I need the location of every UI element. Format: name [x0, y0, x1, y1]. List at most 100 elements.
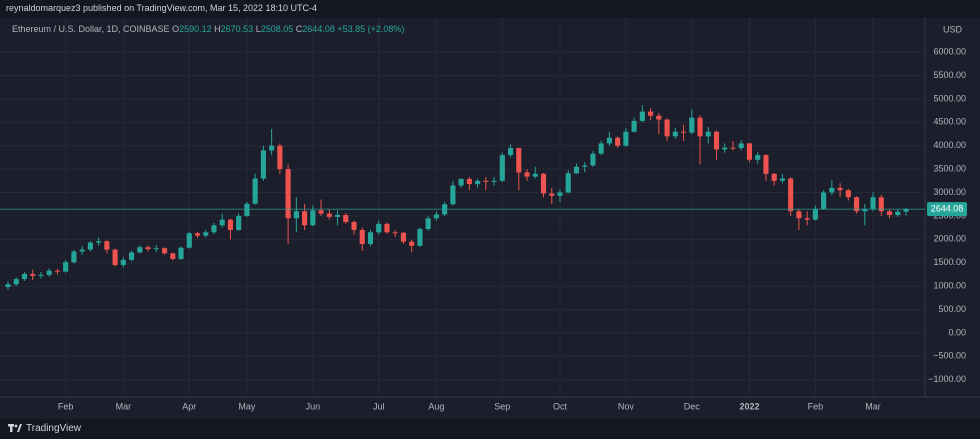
candle-body	[862, 208, 868, 212]
candle-body	[746, 143, 753, 160]
candle-body	[623, 131, 629, 146]
h-value: 2670.53	[220, 24, 254, 34]
candle-body	[351, 222, 357, 230]
candle-body	[96, 241, 102, 243]
candle-body	[46, 270, 52, 275]
x-tick-label: Apr	[182, 401, 196, 411]
y-tick-label: 1500.00	[933, 257, 966, 267]
candle-body	[771, 173, 777, 181]
candle-body	[540, 173, 547, 194]
c-label: C	[295, 24, 303, 34]
candle-body	[565, 173, 571, 193]
candle-body	[376, 223, 382, 233]
candle-body	[334, 214, 341, 217]
candle-body	[63, 262, 69, 272]
candle-body	[837, 187, 843, 191]
candle-body	[252, 178, 258, 204]
y-tick-label: 1000.00	[933, 280, 966, 290]
candle-body	[763, 155, 769, 174]
candle-body	[524, 172, 530, 177]
candle-body	[433, 214, 439, 219]
candle-body	[606, 137, 612, 144]
candle-body	[104, 241, 110, 250]
candle-body	[30, 273, 36, 276]
l-value: 2508.05	[260, 24, 294, 34]
candle-body	[532, 173, 538, 177]
candle-body	[507, 148, 514, 156]
candle-body	[475, 180, 481, 185]
y-tick-label: 3500.00	[933, 164, 966, 174]
candle-body	[260, 150, 266, 179]
x-tick-label: Mar	[865, 401, 881, 411]
candle-body	[5, 284, 11, 288]
candle-body	[573, 166, 580, 174]
candle-body	[656, 115, 662, 120]
x-tick-label: Feb	[808, 401, 824, 411]
y-tick-label: −500.00	[933, 351, 966, 361]
candle-body	[112, 249, 118, 266]
c-value: 2644.08	[302, 24, 335, 34]
candle-body	[812, 208, 818, 220]
candle-body	[425, 218, 431, 230]
candle-body	[681, 131, 687, 133]
last-price-box	[927, 202, 967, 217]
candle-body	[664, 119, 670, 137]
candle-body	[499, 155, 505, 181]
candle-body	[54, 270, 60, 272]
candle-body	[705, 131, 711, 137]
candle-body	[755, 155, 761, 160]
currency-label: USD	[943, 24, 963, 34]
candle-body	[367, 232, 374, 244]
candle-body	[845, 190, 851, 198]
candle-body	[21, 273, 28, 280]
publisher-line: reynaldomarquez3 published on TradingVie…	[6, 3, 318, 13]
candle-body	[13, 279, 19, 285]
candle-body	[829, 187, 835, 193]
candle-body	[310, 210, 316, 226]
candle-body	[293, 211, 299, 219]
y-tick-label: 4000.00	[933, 140, 966, 150]
candle-body	[384, 223, 390, 233]
candle-body	[285, 169, 291, 219]
candle-body	[194, 233, 201, 236]
l-label: L	[255, 24, 261, 34]
change-pct: (+2.08%)	[367, 24, 405, 34]
x-tick-label: Feb	[58, 401, 74, 411]
candle-body	[598, 143, 604, 154]
x-tick-label: Jun	[306, 401, 321, 411]
y-tick-label: 5000.00	[933, 93, 966, 103]
x-tick-label: Aug	[428, 401, 444, 411]
candle-body	[903, 209, 909, 212]
candle-body	[870, 197, 876, 209]
candle-body	[161, 248, 168, 254]
candle-body	[269, 145, 275, 151]
candle-body	[582, 165, 588, 167]
candle-body	[392, 232, 398, 234]
brand: TradingView	[26, 423, 82, 434]
h-label: H	[214, 24, 221, 34]
candle-body	[697, 117, 703, 137]
candle-body	[886, 211, 893, 215]
candle-body	[79, 249, 85, 252]
candle-body	[277, 145, 283, 170]
x-tick-label: Jul	[373, 401, 385, 411]
y-tick-label: 4500.00	[933, 117, 966, 127]
candle-body	[120, 259, 126, 266]
footer: TradingView	[8, 423, 81, 434]
symbol: Ethereum / U.S. Dollar, 1D, COINBASE	[12, 24, 170, 34]
candle-body	[137, 247, 143, 253]
candle-body	[639, 111, 645, 121]
candle-body	[466, 178, 472, 185]
candle-body	[730, 147, 736, 149]
x-tick-label: Oct	[553, 401, 568, 411]
last-price-label: 2644.08	[931, 204, 964, 214]
candle-body	[722, 147, 728, 150]
change: +53.85	[337, 24, 366, 34]
y-tick-label: 3000.00	[933, 187, 966, 197]
x-tick-label: Mar	[116, 401, 132, 411]
x-tick-label: Sep	[494, 401, 510, 411]
candle-body	[648, 111, 654, 116]
candle-body	[516, 148, 522, 173]
candle-body	[804, 218, 810, 220]
